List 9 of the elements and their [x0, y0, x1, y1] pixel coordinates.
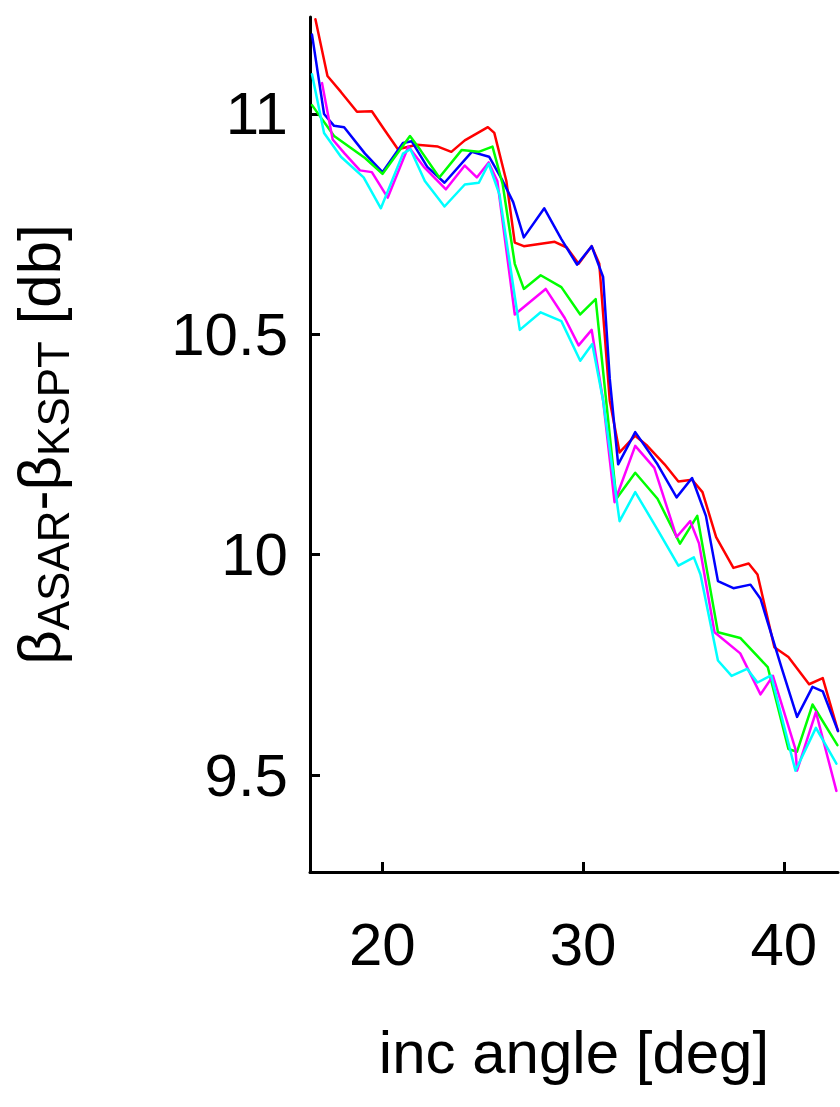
x-tick-label: 40: [750, 910, 818, 978]
y-tick-label: 10: [221, 521, 288, 589]
x-axis-title: inc angle [deg]: [378, 1018, 770, 1086]
y-tick-label: 10.5: [171, 300, 288, 368]
x-tick-label: 30: [549, 910, 617, 978]
x-tick-label: 20: [348, 910, 416, 978]
y-tick-label: 9.5: [204, 741, 288, 809]
y-tick-label: 11: [225, 80, 288, 148]
y-axis-title: βASAR-βKSPT [db]: [5, 224, 78, 665]
